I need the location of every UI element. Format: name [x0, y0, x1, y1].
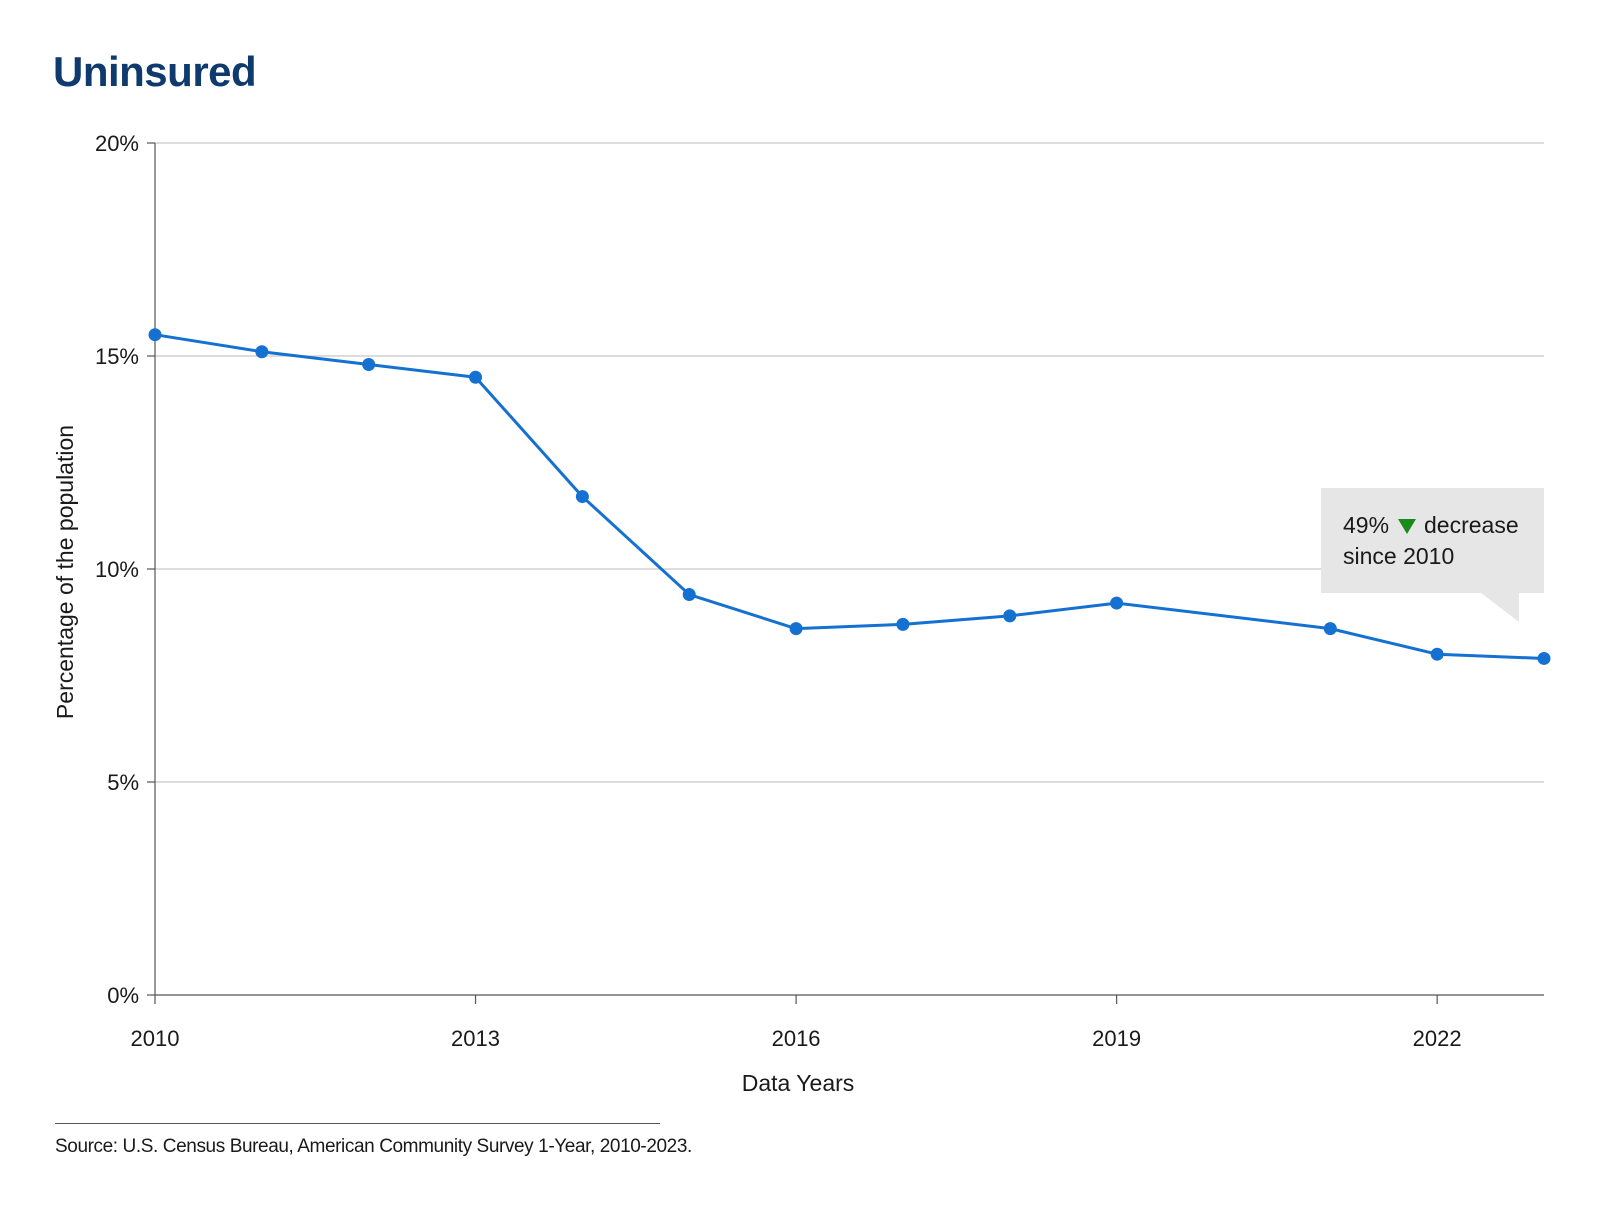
data-point-2012 [362, 358, 376, 372]
axes [147, 142, 1544, 1004]
data-point-2015 [682, 588, 696, 602]
svg-text:49%: 49% [1343, 512, 1389, 538]
triangle-down-icon [1398, 519, 1416, 534]
callout: 49% decrease since 2010 [1321, 488, 1544, 622]
data-point-2018 [1003, 609, 1017, 623]
callout-line2: since 2010 [1343, 543, 1454, 569]
data-point-2014 [575, 490, 589, 504]
data-point-2010 [148, 328, 162, 342]
y-tick-label: 20% [95, 131, 139, 156]
y-tick-label: 10% [95, 557, 139, 582]
data-point-2016 [789, 622, 803, 636]
y-tick-label: 0% [107, 983, 139, 1008]
callout-percent: 49% [1343, 512, 1389, 538]
callout-word: decrease [1424, 512, 1519, 538]
y-axis-title: Percentage of the population [52, 425, 78, 719]
data-point-2021 [1323, 622, 1337, 636]
x-tick-label: 2013 [451, 1026, 500, 1051]
data-point-2013 [469, 370, 483, 384]
x-axis-title: Data Years [742, 1070, 855, 1096]
callout-box [1321, 488, 1544, 622]
data-point-2023 [1537, 651, 1551, 665]
data-point-2011 [255, 345, 269, 359]
x-tick-label: 2019 [1092, 1026, 1141, 1051]
x-tick-label: 2022 [1413, 1026, 1462, 1051]
chart-title: Uninsured [53, 48, 257, 95]
y-tick-label: 5% [107, 770, 139, 795]
data-point-2017 [896, 617, 910, 631]
x-tick-label: 2010 [131, 1026, 180, 1051]
gridlines [155, 142, 1544, 783]
tick-labels: 0% 5% 10% 15% 20% 2010 2013 2016 2019 2022 [95, 131, 1462, 1051]
source-divider [55, 1123, 660, 1124]
y-tick-label: 15% [95, 344, 139, 369]
source-note: Source: U.S. Census Bureau, American Com… [55, 1136, 692, 1157]
x-tick-label: 2016 [772, 1026, 821, 1051]
data-point-2019 [1110, 596, 1124, 610]
series-uninsured [148, 328, 1551, 665]
data-point-2022 [1430, 647, 1444, 661]
